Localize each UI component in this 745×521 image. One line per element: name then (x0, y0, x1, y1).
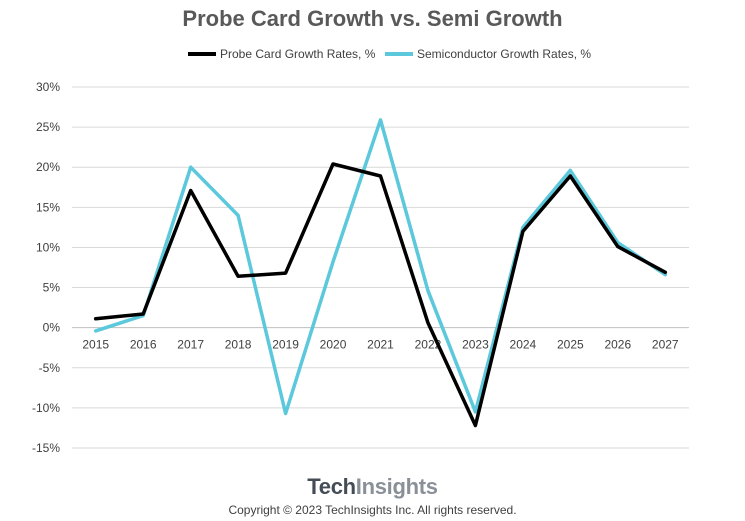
legend-item-probe-card: Probe Card Growth Rates, % (188, 47, 375, 61)
legend-item-semiconductor: Semiconductor Growth Rates, % (385, 47, 591, 61)
y-tick-label: 20% (36, 160, 60, 174)
y-tick-label: 5% (43, 281, 61, 295)
x-tick-label: 2016 (130, 338, 157, 352)
y-tick-label: 30% (36, 80, 60, 94)
legend-swatch-probe-card (188, 52, 216, 56)
y-tick-label: 10% (36, 240, 60, 254)
x-tick-label: 2023 (462, 338, 489, 352)
x-tick-label: 2025 (557, 338, 584, 352)
legend-swatch-semiconductor (385, 52, 413, 56)
x-tick-label: 2021 (367, 338, 394, 352)
series-line-probe-card (93, 162, 668, 428)
legend-label-probe-card: Probe Card Growth Rates, % (220, 47, 376, 61)
legend: Probe Card Growth Rates, % Semiconductor… (0, 47, 745, 65)
y-tick-label: 25% (36, 120, 60, 134)
chart-title: Probe Card Growth vs. Semi Growth (182, 6, 563, 31)
series-line-semiconductor (93, 118, 668, 416)
x-tick-label: 2017 (177, 338, 204, 352)
x-tick-label: 2019 (272, 338, 299, 352)
x-tick-label: 2026 (604, 338, 631, 352)
x-tick-label: 2018 (225, 338, 252, 352)
logo-text-insights: Insights (355, 474, 438, 499)
x-tick-label: 2027 (652, 338, 679, 352)
y-tick-label: 0% (43, 321, 61, 335)
copyright-notice: Copyright © 2023 TechInsights Inc. All r… (228, 503, 517, 517)
y-tick-label: -5% (39, 361, 61, 375)
x-tick-label: 2024 (510, 338, 537, 352)
x-tick-label: 2020 (320, 338, 347, 352)
legend-label-semiconductor: Semiconductor Growth Rates, % (417, 47, 592, 61)
logo-text-tech: Tech (307, 474, 356, 499)
y-tick-label: 15% (36, 200, 60, 214)
y-tick-label: -10% (32, 401, 60, 415)
techinsights-logo: TechInsights (0, 474, 745, 500)
x-tick-label: 2015 (82, 338, 109, 352)
y-tick-label: -15% (32, 441, 60, 455)
